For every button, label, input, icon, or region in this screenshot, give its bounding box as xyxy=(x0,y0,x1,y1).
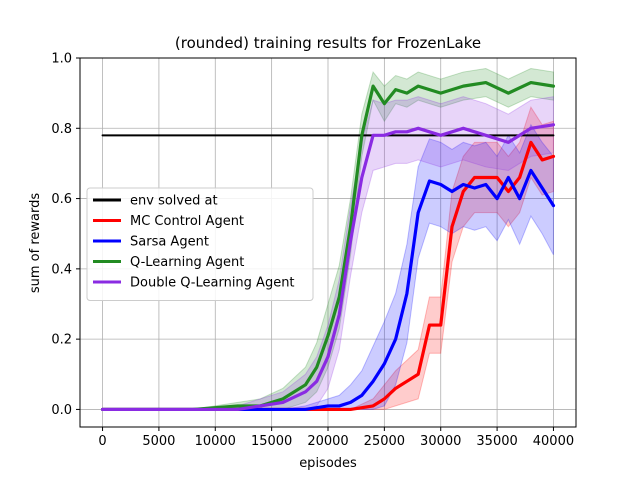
legend-label: Q-Learning Agent xyxy=(130,255,244,270)
x-tick-label: 0 xyxy=(98,434,106,449)
x-tick-label: 40000 xyxy=(533,434,574,449)
y-tick-label: 0.0 xyxy=(51,403,72,418)
series-line-sarsa-agent xyxy=(100,168,556,412)
x-axis-title: episodes xyxy=(299,456,357,471)
x-tick-label: 15000 xyxy=(251,434,292,449)
y-axis-title: sum of rewards xyxy=(28,193,43,293)
legend-box xyxy=(86,187,314,301)
y-tick-label: 0.2 xyxy=(51,333,72,348)
legend-label: Double Q-Learning Agent xyxy=(130,276,295,291)
series-line-q-learning-agent xyxy=(100,80,556,412)
series-line-mc-control-agent xyxy=(100,140,556,412)
y-tick-label: 1.0 xyxy=(51,52,72,67)
x-tick-label: 30000 xyxy=(420,434,461,449)
legend: env solved at MC Control Agent Sarsa Agent… xyxy=(86,187,314,301)
x-tick-label: 5000 xyxy=(142,434,175,449)
x-tick-label: 35000 xyxy=(476,434,517,449)
legend-label: Sarsa Agent xyxy=(130,235,209,250)
y-axis-ticks: 0.0 0.2 0.4 0.6 0.8 1.0 xyxy=(51,52,80,418)
y-tick-label: 0.6 xyxy=(51,192,72,207)
chart-title: (rounded) training results for FrozenLak… xyxy=(175,34,481,52)
confidence-bands xyxy=(102,68,554,410)
series-lines xyxy=(100,80,556,412)
x-tick-label: 25000 xyxy=(364,434,405,449)
x-axis-ticks: 0 5000 10000 15000 20000 25000 30000 35000 40000 xyxy=(98,427,574,449)
y-tick-label: 0.8 xyxy=(51,122,72,137)
series-line-double-q-learning-agent xyxy=(100,123,556,412)
x-tick-label: 20000 xyxy=(307,434,348,449)
legend-label: MC Control Agent xyxy=(130,214,244,229)
y-tick-label: 0.4 xyxy=(51,262,72,277)
x-tick-label: 10000 xyxy=(195,434,236,449)
legend-label: env solved at xyxy=(130,194,218,209)
